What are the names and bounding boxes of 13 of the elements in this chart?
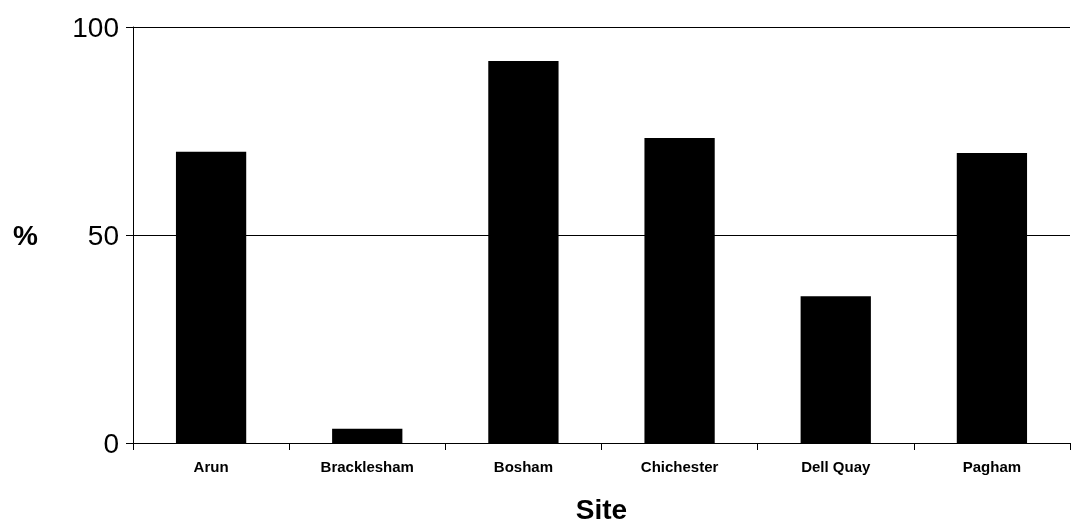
x-axis-title: Site	[575, 493, 628, 525]
x-tick-label: Dell Quay	[801, 458, 871, 475]
x-tick-label: Arun	[193, 458, 229, 475]
x-tick-label: Chichester	[640, 458, 719, 475]
x-tick-label: Bosham	[493, 458, 554, 475]
x-tick-label: Bracklesham	[320, 458, 414, 475]
y-axis-title: %	[13, 219, 39, 251]
bar	[332, 428, 403, 443]
y-tick-label: 0	[103, 427, 119, 459]
bar	[800, 296, 871, 443]
x-tick-label: Pagham	[962, 458, 1022, 475]
y-tick-label: 50	[87, 219, 119, 251]
y-tick-label: 100	[72, 11, 119, 43]
